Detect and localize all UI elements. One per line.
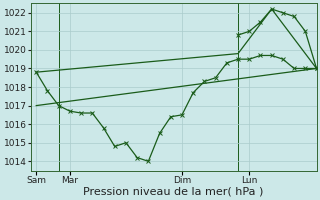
X-axis label: Pression niveau de la mer( hPa ): Pression niveau de la mer( hPa ) [84, 187, 264, 197]
